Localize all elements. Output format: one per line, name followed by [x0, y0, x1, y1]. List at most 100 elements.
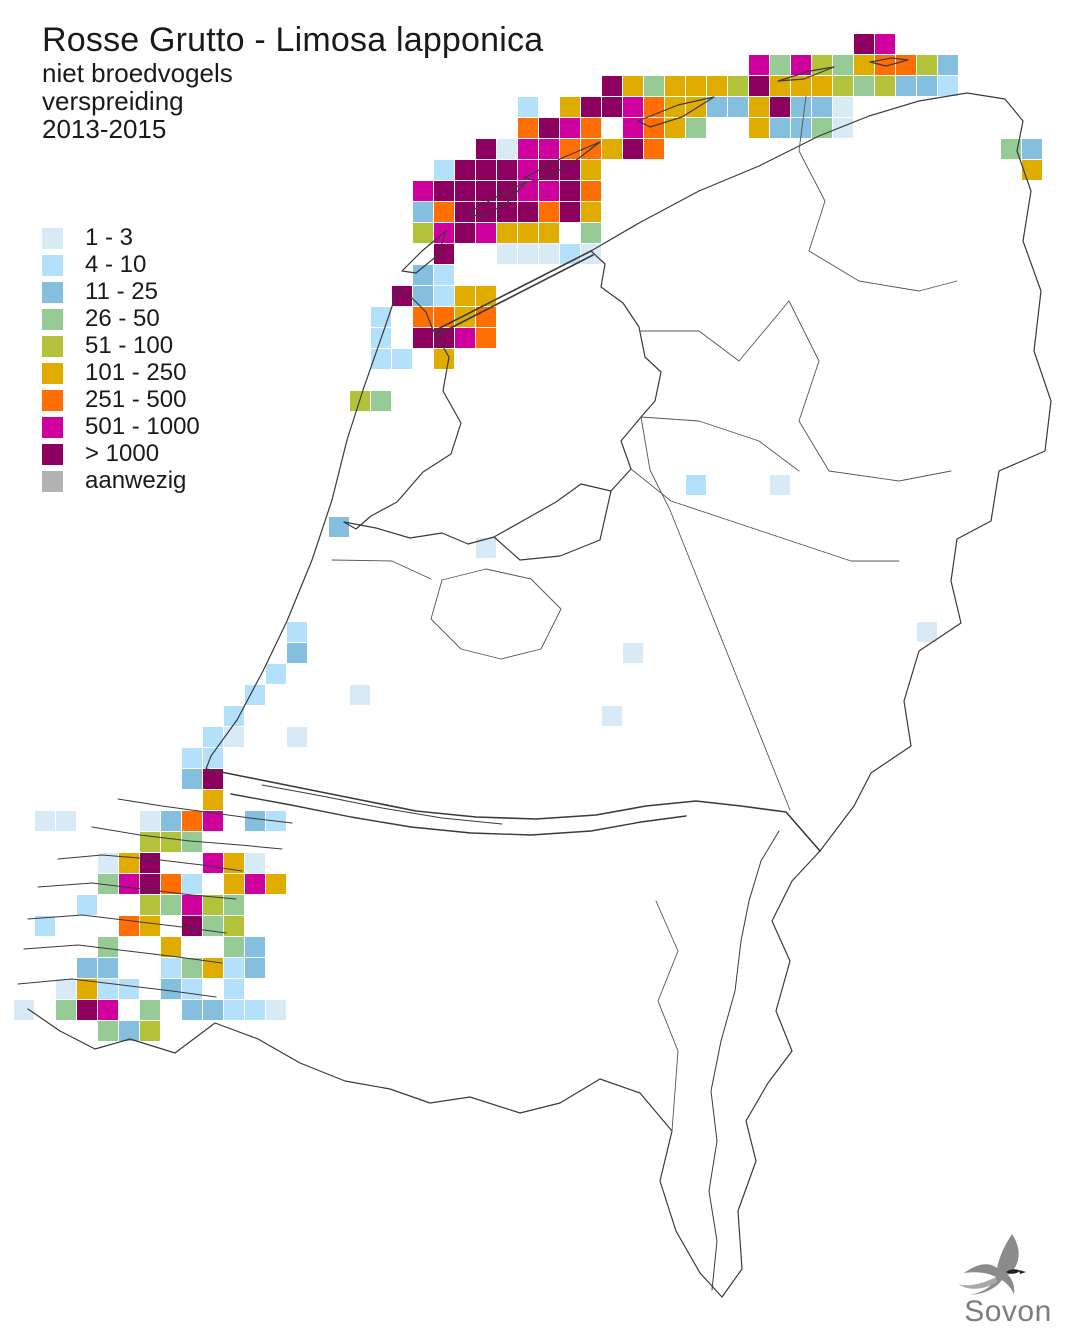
- distribution-cell: [644, 118, 664, 138]
- legend-item-51-100: 51 - 100: [42, 332, 200, 359]
- map-subtitle-period: 2013-2015: [42, 113, 167, 144]
- distribution-cell: [518, 202, 538, 222]
- distribution-cell: [581, 244, 601, 264]
- distribution-cell: [623, 76, 643, 96]
- distribution-cell: [14, 1000, 34, 1020]
- distribution-cell: [623, 643, 643, 663]
- legend-item-251-500: 251 - 500: [42, 386, 200, 413]
- distribution-cell: [413, 286, 433, 306]
- distribution-cell: [371, 349, 391, 369]
- distribution-cell: [686, 76, 706, 96]
- distribution-cell: [833, 76, 853, 96]
- distribution-cell: [350, 391, 370, 411]
- distribution-cell: [161, 832, 181, 852]
- distribution-cell: [770, 475, 790, 495]
- distribution-cell: [833, 118, 853, 138]
- distribution-cell: [98, 979, 118, 999]
- distribution-cell: [413, 328, 433, 348]
- distribution-cell: [665, 97, 685, 117]
- distribution-cell: [245, 958, 265, 978]
- distribution-cell: [203, 916, 223, 936]
- distribution-cell: [224, 853, 244, 873]
- distribution-cell: [140, 1000, 160, 1020]
- distribution-cell: [161, 874, 181, 894]
- distribution-cell: [371, 307, 391, 327]
- distribution-cell: [119, 979, 139, 999]
- distribution-cell: [203, 727, 223, 747]
- distribution-cell: [392, 286, 412, 306]
- legend-swatch: [42, 254, 63, 276]
- distribution-cell: [812, 97, 832, 117]
- distribution-cell: [266, 874, 286, 894]
- distribution-cell: [140, 1021, 160, 1041]
- legend-label: 101 - 250: [85, 359, 187, 386]
- distribution-cell: [581, 160, 601, 180]
- distribution-cell: [896, 55, 916, 75]
- distribution-cell: [854, 55, 874, 75]
- distribution-cell: [476, 223, 496, 243]
- distribution-cell: [56, 1000, 76, 1020]
- distribution-cell: [749, 76, 769, 96]
- distribution-cell: [623, 139, 643, 159]
- distribution-cell: [434, 286, 454, 306]
- distribution-cell: [938, 55, 958, 75]
- legend-item-11-25: 11 - 25: [42, 278, 200, 305]
- distribution-cell: [224, 979, 244, 999]
- distribution-cell: [161, 958, 181, 978]
- distribution-cell: [686, 475, 706, 495]
- distribution-cell: [518, 181, 538, 201]
- legend-swatch: [42, 335, 63, 357]
- distribution-cell: [476, 181, 496, 201]
- distribution-cell: [749, 55, 769, 75]
- distribution-cell: [1022, 160, 1042, 180]
- distribution-cell: [539, 118, 559, 138]
- legend-swatch: [42, 227, 63, 249]
- distribution-cell: [224, 937, 244, 957]
- distribution-cell: [560, 181, 580, 201]
- distribution-cell: [455, 160, 475, 180]
- distribution-cell: [581, 97, 601, 117]
- distribution-cell: [413, 202, 433, 222]
- distribution-cell: [875, 76, 895, 96]
- distribution-cell: [266, 1000, 286, 1020]
- distribution-cell: [182, 895, 202, 915]
- distribution-cell: [434, 181, 454, 201]
- legend-item-101-250: 101 - 250: [42, 359, 200, 386]
- distribution-cell: [791, 118, 811, 138]
- distribution-cell: [350, 685, 370, 705]
- distribution-cell: [413, 265, 433, 285]
- distribution-cell: [497, 223, 517, 243]
- legend-label: 51 - 100: [85, 332, 174, 359]
- distribution-cell: [581, 202, 601, 222]
- distribution-cell: [161, 979, 181, 999]
- distribution-cell: [518, 97, 538, 117]
- distribution-cell: [770, 118, 790, 138]
- legend-label: 1 - 3: [85, 224, 134, 251]
- distribution-cell: [581, 223, 601, 243]
- distribution-cell: [539, 160, 559, 180]
- distribution-cell: [245, 1000, 265, 1020]
- distribution-cell: [791, 97, 811, 117]
- legend-item-aanwezig: aanwezig: [42, 467, 200, 494]
- distribution-cell: [476, 286, 496, 306]
- distribution-cell: [707, 97, 727, 117]
- legend-swatch: [42, 389, 63, 411]
- distribution-cell: [791, 55, 811, 75]
- distribution-cell: [686, 97, 706, 117]
- legend-swatch: [42, 470, 63, 492]
- distribution-cell: [560, 202, 580, 222]
- distribution-cell: [245, 853, 265, 873]
- distribution-cell: [224, 727, 244, 747]
- distribution-cell: [413, 223, 433, 243]
- distribution-cell: [602, 139, 622, 159]
- distribution-cell: [1001, 139, 1021, 159]
- distribution-cell: [140, 895, 160, 915]
- legend-label: aanwezig: [85, 467, 187, 494]
- map-subtitle-measure: verspreiding: [42, 85, 184, 116]
- map-subtitle-type: niet broedvogels: [42, 57, 233, 88]
- legend-swatch: [42, 308, 63, 330]
- distribution-cell: [749, 118, 769, 138]
- distribution-cell: [665, 118, 685, 138]
- distribution-cell: [119, 916, 139, 936]
